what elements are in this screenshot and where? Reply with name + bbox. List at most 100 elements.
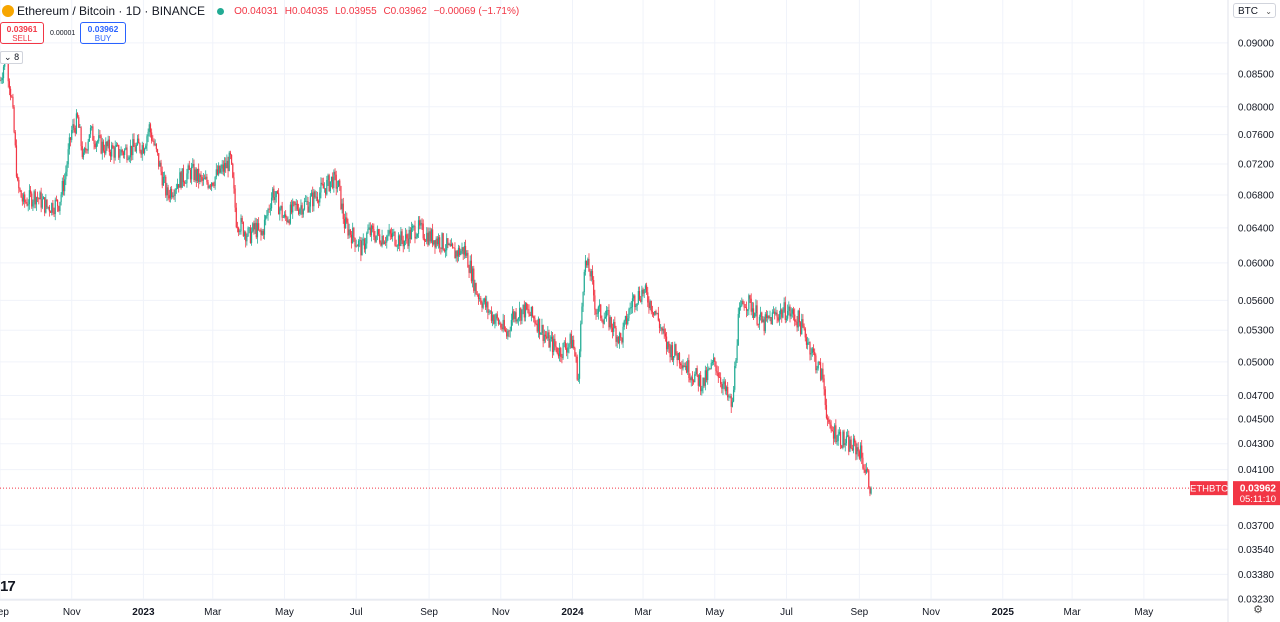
candle[interactable] bbox=[536, 319, 538, 334]
candle[interactable] bbox=[649, 299, 651, 311]
candle[interactable] bbox=[821, 368, 823, 381]
candle[interactable] bbox=[643, 288, 645, 299]
candle[interactable] bbox=[681, 360, 683, 375]
candle[interactable] bbox=[347, 218, 349, 240]
candle[interactable] bbox=[138, 134, 140, 144]
candle[interactable] bbox=[175, 183, 177, 194]
candle[interactable] bbox=[648, 296, 650, 314]
candle[interactable] bbox=[353, 226, 355, 242]
candle[interactable] bbox=[528, 304, 530, 318]
candle[interactable] bbox=[199, 173, 201, 185]
price-axis[interactable]: 0.090000.085000.080000.076000.072000.068… bbox=[1227, 0, 1274, 622]
candle[interactable] bbox=[9, 86, 12, 101]
candle[interactable] bbox=[462, 247, 464, 260]
candle[interactable] bbox=[313, 188, 315, 212]
candle[interactable] bbox=[673, 355, 675, 366]
candle[interactable] bbox=[206, 173, 208, 185]
candle[interactable] bbox=[236, 221, 239, 233]
candle[interactable] bbox=[537, 316, 540, 338]
candle[interactable] bbox=[71, 125, 73, 143]
candle[interactable] bbox=[176, 178, 179, 190]
candle[interactable] bbox=[86, 148, 88, 154]
candle[interactable] bbox=[162, 172, 165, 186]
candle[interactable] bbox=[414, 220, 416, 244]
candle[interactable] bbox=[84, 146, 86, 155]
candle[interactable] bbox=[194, 167, 196, 183]
candle[interactable] bbox=[463, 241, 465, 259]
candle[interactable] bbox=[289, 201, 291, 225]
candle[interactable] bbox=[569, 332, 571, 350]
candle[interactable] bbox=[448, 242, 450, 246]
candle[interactable] bbox=[119, 149, 121, 164]
candle[interactable] bbox=[484, 295, 487, 310]
candle[interactable] bbox=[356, 244, 358, 247]
candle[interactable] bbox=[770, 317, 772, 325]
candle[interactable] bbox=[285, 210, 287, 221]
candle[interactable] bbox=[72, 119, 74, 134]
candle[interactable] bbox=[295, 199, 297, 212]
candle[interactable] bbox=[566, 343, 568, 357]
candle[interactable] bbox=[645, 282, 648, 295]
candle[interactable] bbox=[308, 202, 310, 213]
candle[interactable] bbox=[183, 180, 186, 187]
candle[interactable] bbox=[275, 191, 277, 203]
candle[interactable] bbox=[32, 199, 34, 211]
candle[interactable] bbox=[722, 379, 724, 396]
candle[interactable] bbox=[664, 328, 666, 342]
sell-button[interactable]: 0.03961 SELL bbox=[0, 22, 44, 44]
candle[interactable] bbox=[64, 173, 66, 196]
candle[interactable] bbox=[182, 164, 184, 187]
candle[interactable] bbox=[810, 347, 812, 361]
candle[interactable] bbox=[143, 147, 146, 156]
candle[interactable] bbox=[858, 449, 860, 460]
candle[interactable] bbox=[845, 431, 848, 446]
candle[interactable] bbox=[714, 356, 716, 367]
candle[interactable] bbox=[557, 347, 560, 359]
candle[interactable] bbox=[864, 463, 866, 476]
candle[interactable] bbox=[641, 285, 643, 305]
candle[interactable] bbox=[57, 199, 59, 212]
candle[interactable] bbox=[81, 141, 83, 160]
candle[interactable] bbox=[454, 242, 456, 259]
candle[interactable] bbox=[335, 170, 337, 196]
candle[interactable] bbox=[621, 337, 623, 345]
candle[interactable] bbox=[661, 326, 663, 335]
candle[interactable] bbox=[578, 349, 581, 384]
candle[interactable] bbox=[651, 305, 654, 317]
candle[interactable] bbox=[0, 77, 2, 84]
candle[interactable] bbox=[836, 435, 838, 446]
candle[interactable] bbox=[61, 177, 63, 198]
candle[interactable] bbox=[774, 308, 776, 320]
candle[interactable] bbox=[290, 199, 293, 215]
settings-gear-icon[interactable]: ⚙ bbox=[1253, 604, 1263, 616]
candle[interactable] bbox=[655, 309, 657, 316]
candle[interactable] bbox=[417, 216, 420, 239]
candle[interactable] bbox=[682, 359, 684, 371]
candle[interactable] bbox=[771, 309, 773, 325]
candle[interactable] bbox=[140, 149, 142, 158]
candle[interactable] bbox=[181, 168, 183, 188]
candle[interactable] bbox=[608, 304, 610, 331]
candle[interactable] bbox=[475, 282, 477, 295]
candle[interactable] bbox=[352, 222, 354, 244]
candle[interactable] bbox=[784, 296, 786, 324]
candle[interactable] bbox=[163, 171, 166, 184]
candle[interactable] bbox=[642, 287, 644, 297]
candle[interactable] bbox=[616, 335, 618, 349]
candle[interactable] bbox=[312, 186, 314, 212]
candle[interactable] bbox=[653, 312, 655, 318]
candle[interactable] bbox=[524, 302, 527, 322]
candle[interactable] bbox=[788, 301, 790, 316]
candle[interactable] bbox=[218, 162, 220, 177]
candle[interactable] bbox=[614, 316, 616, 329]
candle[interactable] bbox=[863, 464, 865, 474]
candle[interactable] bbox=[141, 141, 143, 161]
candle[interactable] bbox=[811, 347, 813, 357]
candle[interactable] bbox=[844, 438, 846, 452]
candle[interactable] bbox=[560, 346, 562, 363]
candle[interactable] bbox=[570, 330, 572, 349]
candle[interactable] bbox=[151, 128, 153, 144]
candle[interactable] bbox=[497, 317, 500, 326]
candle[interactable] bbox=[791, 308, 793, 318]
candle[interactable] bbox=[568, 343, 570, 354]
